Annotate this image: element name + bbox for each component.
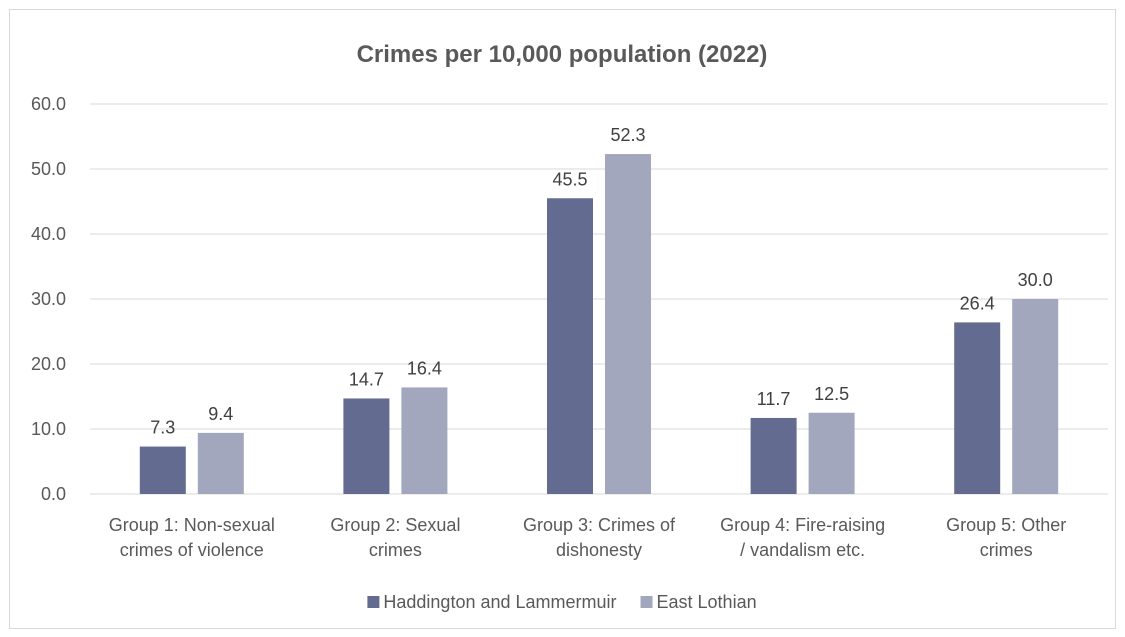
data-label: 9.4	[208, 404, 233, 424]
x-category-label: Group 5: Other	[946, 515, 1066, 535]
y-tick-label: 40.0	[31, 224, 66, 244]
y-axis-ticks: 0.0 10.0 20.0 30.0 40.0 50.0 60.0	[31, 94, 66, 504]
data-label: 11.7	[757, 389, 791, 409]
x-category-label: Group 4: Fire-raising	[720, 515, 885, 535]
x-axis-categories: Group 1: Non-sexual crimes of violence Gro…	[109, 515, 1066, 560]
bar-haddington	[750, 417, 797, 494]
y-tick-label: 30.0	[31, 289, 66, 309]
y-tick-label: 10.0	[31, 419, 66, 439]
bar-east-lothian	[401, 387, 448, 494]
x-category-label: dishonesty	[556, 540, 642, 560]
bar-east-lothian	[1012, 299, 1059, 494]
gridlines	[90, 103, 1108, 495]
x-category-label: Group 3: Crimes of	[523, 515, 676, 535]
data-label: 14.7	[349, 369, 384, 389]
y-tick-label: 20.0	[31, 354, 66, 374]
x-category-label: / vandalism etc.	[740, 540, 865, 560]
data-label: 12.5	[814, 384, 849, 404]
x-category-label: crimes of violence	[120, 540, 264, 560]
bars	[139, 154, 1059, 495]
legend-label: Haddington and Lammermuir	[383, 592, 616, 612]
x-category-label: Group 2: Sexual	[330, 515, 460, 535]
y-tick-label: 50.0	[31, 159, 66, 179]
y-tick-label: 60.0	[31, 94, 66, 114]
data-label: 45.5	[552, 169, 587, 189]
y-tick-label: 0.0	[41, 484, 66, 504]
x-category-label: Group 1: Non-sexual	[109, 515, 275, 535]
bar-haddington	[547, 198, 593, 494]
data-label: 7.3	[150, 418, 175, 438]
data-labels: 7.3 9.4 14.7 16.4 45.5 52.3 11.7 12.5 26.4 30.0	[150, 125, 1053, 438]
data-label: 30.0	[1018, 270, 1053, 290]
x-category-label: crimes	[980, 540, 1033, 560]
x-category-label: crimes	[369, 540, 422, 560]
bar-east-lothian	[605, 154, 651, 495]
data-label: 52.3	[610, 125, 645, 145]
legend-swatch	[640, 596, 653, 608]
legend-label: East Lothian	[657, 592, 757, 612]
bar-haddington	[139, 446, 186, 494]
chart-title: Crimes per 10,000 population (2022)	[357, 41, 768, 68]
bar-haddington	[343, 398, 390, 494]
bar-east-lothian	[197, 432, 244, 494]
legend: Haddington and Lammermuir East Lothian	[367, 592, 757, 612]
bar-east-lothian	[808, 412, 855, 494]
data-label: 16.4	[407, 358, 442, 378]
legend-swatch	[367, 596, 380, 608]
data-label: 26.4	[960, 293, 995, 313]
bar-haddington	[954, 322, 1001, 494]
